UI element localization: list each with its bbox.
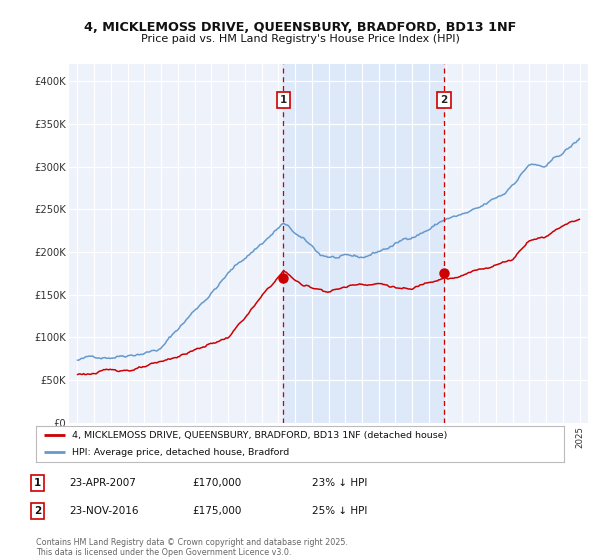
Bar xyxy=(283,64,444,423)
Text: 25% ↓ HPI: 25% ↓ HPI xyxy=(312,506,367,516)
Text: Price paid vs. HM Land Registry's House Price Index (HPI): Price paid vs. HM Land Registry's House … xyxy=(140,34,460,44)
Text: HPI: Average price, detached house, Bradford: HPI: Average price, detached house, Brad… xyxy=(72,447,289,456)
Text: £175,000: £175,000 xyxy=(192,506,241,516)
Text: 23-NOV-2016: 23-NOV-2016 xyxy=(69,506,139,516)
Text: 23-APR-2007: 23-APR-2007 xyxy=(69,478,136,488)
Text: Contains HM Land Registry data © Crown copyright and database right 2025.
This d: Contains HM Land Registry data © Crown c… xyxy=(36,538,348,557)
Text: 2: 2 xyxy=(34,506,41,516)
Text: £170,000: £170,000 xyxy=(192,478,241,488)
Text: 4, MICKLEMOSS DRIVE, QUEENSBURY, BRADFORD, BD13 1NF: 4, MICKLEMOSS DRIVE, QUEENSBURY, BRADFOR… xyxy=(84,21,516,34)
Text: 1: 1 xyxy=(280,95,287,105)
Text: 4, MICKLEMOSS DRIVE, QUEENSBURY, BRADFORD, BD13 1NF (detached house): 4, MICKLEMOSS DRIVE, QUEENSBURY, BRADFOR… xyxy=(72,431,447,440)
Text: 1: 1 xyxy=(34,478,41,488)
Text: 23% ↓ HPI: 23% ↓ HPI xyxy=(312,478,367,488)
Text: 2: 2 xyxy=(440,95,448,105)
